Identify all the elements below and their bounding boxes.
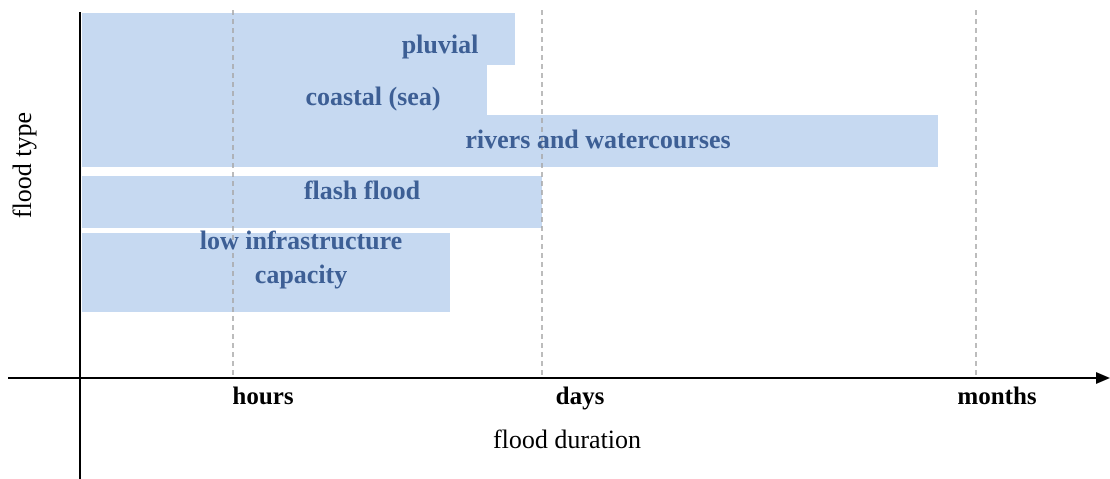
bar — [82, 115, 938, 167]
bar — [82, 65, 487, 115]
bar — [82, 176, 542, 228]
bar-label: coastal (sea) — [305, 82, 440, 111]
bar-label: flash flood — [304, 176, 421, 205]
x-mark-label: hours — [232, 383, 293, 410]
y-axis-label: flood type — [8, 112, 37, 218]
bars — [82, 13, 938, 312]
bar-label: low infrastructure — [200, 226, 402, 255]
bar-label: capacity — [255, 260, 347, 289]
x-mark-label: days — [556, 383, 605, 410]
bar-label: pluvial — [402, 30, 479, 59]
bar-label: rivers and watercourses — [465, 125, 730, 154]
x-mark-label: months — [957, 383, 1036, 410]
guides — [232, 10, 977, 378]
bar — [82, 13, 515, 65]
x-axis-label: flood duration — [493, 425, 641, 454]
x-axis-arrow — [1096, 372, 1110, 384]
bar — [82, 233, 450, 312]
